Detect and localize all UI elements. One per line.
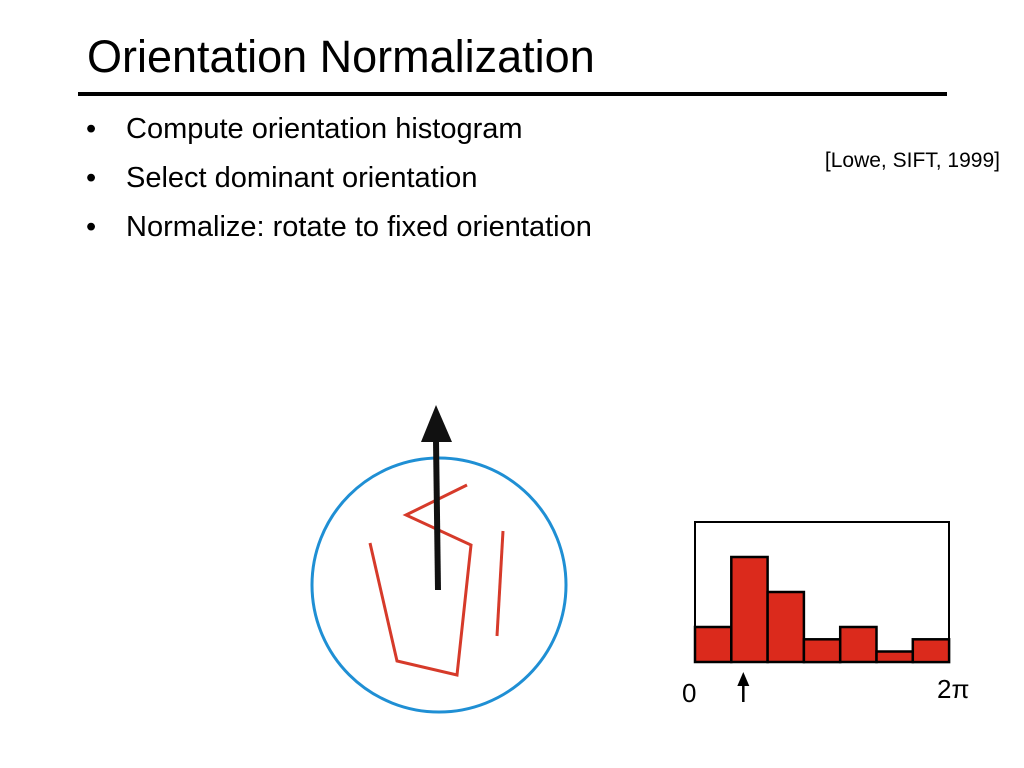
dominant-orientation-arrow: [421, 405, 452, 591]
histogram-bar: [693, 625, 733, 664]
histogram-bar: [802, 638, 842, 664]
bullet-text: Select dominant orientation: [126, 162, 478, 194]
histogram-bar: [875, 650, 915, 664]
bullet-item: • Select dominant orientation: [86, 157, 592, 206]
bullet-text: Normalize: rotate to fixed orientation: [126, 211, 592, 243]
histogram-bar: [730, 555, 769, 664]
histogram-bar: [766, 590, 806, 664]
up-arrow-icon: [737, 672, 750, 686]
bullet-dot: •: [86, 162, 97, 194]
peak-marker-arrow: [737, 672, 750, 702]
x-tick-label-start: 0: [682, 678, 696, 708]
title-underline: [78, 92, 947, 96]
arrowhead-icon: [421, 405, 452, 442]
gradient-stroke: [495, 530, 505, 637]
bullet-dot: •: [86, 113, 97, 145]
bullet-item: • Normalize: rotate to fixed orientation: [86, 206, 592, 255]
orientation-histogram: 0 2π: [682, 521, 969, 708]
gradient-stroke: [368, 483, 473, 677]
citation: [Lowe, SIFT, 1999]: [824, 149, 1000, 172]
bullet-text: Compute orientation histogram: [126, 113, 523, 145]
arrow-shaft: [433, 439, 441, 591]
slide-title: Orientation Normalization: [87, 31, 595, 82]
histogram-bar: [911, 638, 951, 664]
x-tick-label-end: 2π: [937, 674, 969, 704]
bullet-item: • Compute orientation histogram: [86, 108, 592, 157]
bullet-dot: •: [86, 211, 97, 243]
histogram-bar: [838, 625, 878, 664]
gradient-lines: [368, 483, 505, 677]
histogram-bars: [693, 555, 951, 664]
bullet-list: • Compute orientation histogram • Select…: [86, 108, 592, 255]
